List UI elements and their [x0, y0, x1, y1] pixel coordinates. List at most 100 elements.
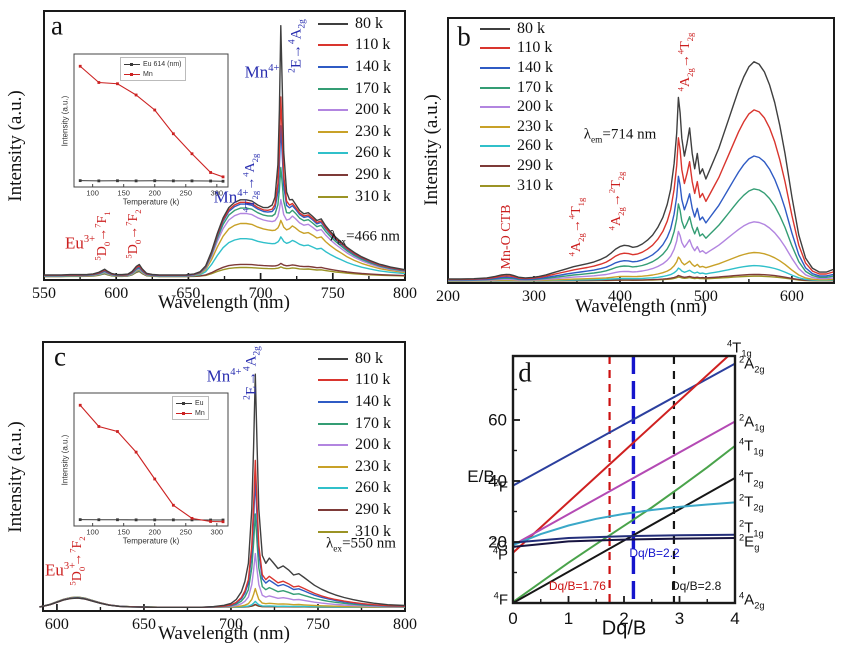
legend-swatch: [480, 27, 510, 30]
legend-swatch: [318, 109, 348, 112]
legend-label: 200 k: [355, 101, 391, 119]
legend-swatch: [318, 400, 348, 403]
ts-line-6: [513, 533, 735, 544]
legend-item-170k: 170 k: [318, 413, 391, 435]
legend-swatch: [318, 44, 348, 47]
ts-line-2: [513, 420, 735, 546]
panel-d-tanabe-sugano: Dq/B=1.76 Dq/B=2.2 Dq/B=2.8 0 1 2 3 4 20 40 60 2F 2G…: [424, 330, 849, 660]
legend-swatch: [318, 152, 348, 155]
legend-label: 170 k: [355, 414, 391, 432]
panel-b-xlabel: Wavelength (nm): [575, 296, 707, 317]
curve-80k: [44, 25, 406, 276]
legend-item-290k: 290 k: [480, 156, 553, 176]
panel-b-legend: 80 k 110 k 140 k 170 k 200 k 230 k 260 k 290 k 3…: [480, 19, 553, 195]
legend-item-310k: 310 k: [318, 186, 391, 208]
legend-item-110k: 110 k: [318, 35, 391, 57]
legend-item-310k: 310 k: [480, 176, 553, 196]
panel-b-excitation: 200 300 400 500 600 λem=714 nm 4A2g→4T2g 4A2g→2…: [424, 0, 849, 330]
legend-swatch: [318, 357, 348, 360]
legend-item-170k: 170 k: [318, 78, 391, 100]
legend-item-170k: 170 k: [480, 78, 553, 98]
legend-swatch: [318, 65, 348, 68]
legend-label: 80 k: [355, 14, 383, 32]
curve-230k: [44, 219, 406, 277]
panel-d-plot: [511, 354, 737, 605]
panel-a-emission-466: 550 600 650 700 750 800 Mn4+ 2E→4A2g Mn4+ 4T2g→4A…: [0, 0, 424, 330]
curve-110k: [448, 109, 834, 281]
legend-label: 140 k: [355, 392, 391, 410]
legend-swatch: [480, 164, 510, 167]
legend-swatch: [480, 47, 510, 50]
legend-label: 310 k: [355, 522, 391, 540]
legend-swatch: [318, 530, 348, 533]
panel-b-ylabel: Intensity (a.u.): [424, 94, 442, 206]
legend-label: 260 k: [517, 137, 553, 155]
legend-item-230k: 230 k: [480, 117, 553, 137]
legend-swatch: [480, 66, 510, 69]
legend-swatch: [480, 125, 510, 128]
ts-line-1: [513, 356, 730, 554]
legend-label: 170 k: [355, 79, 391, 97]
panel-d-letter: d: [518, 357, 532, 388]
panel-a-xlabel: Wavelength (nm): [158, 292, 290, 313]
legend-label: 230 k: [517, 117, 553, 135]
legend-label: 110 k: [355, 371, 391, 389]
legend-swatch: [318, 422, 348, 425]
legend-swatch: [318, 508, 348, 511]
legend-swatch: [480, 184, 510, 187]
panel-b-letter: b: [457, 21, 471, 52]
legend-swatch: [480, 86, 510, 89]
panel-c-letter: c: [54, 341, 66, 372]
legend-swatch: [480, 106, 510, 109]
legend-label: 230 k: [355, 122, 391, 140]
legend-item-310k: 310 k: [318, 521, 391, 543]
legend-item-200k: 200 k: [318, 434, 391, 456]
legend-item-110k: 110 k: [318, 370, 391, 392]
curve-200k: [448, 221, 834, 282]
legend-label: 310 k: [517, 176, 553, 194]
panel-c-emission-550: 600 650 700 750 800 Mn4+ 2E→4A2g Eu3+ 5D0→7F2 λex…: [0, 330, 424, 660]
legend-label: 200 k: [355, 436, 391, 454]
legend-swatch: [318, 173, 348, 176]
panel-c-legend: 80 k 110 k 140 k 170 k 200 k 230 k 260 k 290 k 3…: [318, 348, 391, 542]
legend-item-200k: 200 k: [318, 99, 391, 121]
legend-label: 290 k: [517, 156, 553, 174]
legend-label: 80 k: [355, 349, 383, 367]
legend-item-200k: 200 k: [480, 97, 553, 117]
legend-label: 80 k: [517, 19, 545, 37]
panel-a-ylabel: Intensity (a.u.): [5, 90, 26, 202]
legend-item-80k: 80 k: [480, 19, 553, 39]
panel-d-xlabel: Dq/B: [601, 617, 647, 640]
curve-80k: [39, 373, 406, 608]
legend-item-290k: 290 k: [318, 164, 391, 186]
legend-label: 140 k: [517, 58, 553, 76]
legend-label: 260 k: [355, 144, 391, 162]
legend-swatch: [318, 487, 348, 490]
legend-label: 110 k: [355, 36, 391, 54]
legend-item-140k: 140 k: [318, 56, 391, 78]
curve-170k: [448, 188, 834, 281]
legend-label: 230 k: [355, 457, 391, 475]
panel-a-letter: a: [51, 10, 63, 41]
legend-label: 200 k: [517, 98, 553, 116]
legend-swatch: [318, 22, 348, 25]
legend-swatch: [318, 379, 348, 382]
ts-line-3: [513, 445, 735, 603]
panel-a-legend: 80 k 110 k 140 k 170 k 200 k 230 k 260 k 290 k 3…: [318, 13, 391, 207]
curve-260k: [44, 236, 406, 277]
panel-c-xlabel: Wavelength (nm): [158, 623, 290, 644]
legend-item-260k: 260 k: [318, 143, 391, 165]
legend-swatch: [480, 145, 510, 148]
panel-b-plot: [447, 17, 835, 284]
curve-80k: [448, 61, 834, 280]
legend-label: 140 k: [355, 57, 391, 75]
legend-label: 290 k: [355, 165, 391, 183]
legend-item-80k: 80 k: [318, 13, 391, 35]
legend-label: 290 k: [355, 500, 391, 518]
legend-item-230k: 230 k: [318, 456, 391, 478]
legend-swatch: [318, 444, 348, 447]
panel-c-ylabel: Intensity (a.u.): [5, 421, 26, 533]
legend-item-140k: 140 k: [480, 58, 553, 78]
panel-d-ylabel: E/B: [467, 467, 495, 486]
